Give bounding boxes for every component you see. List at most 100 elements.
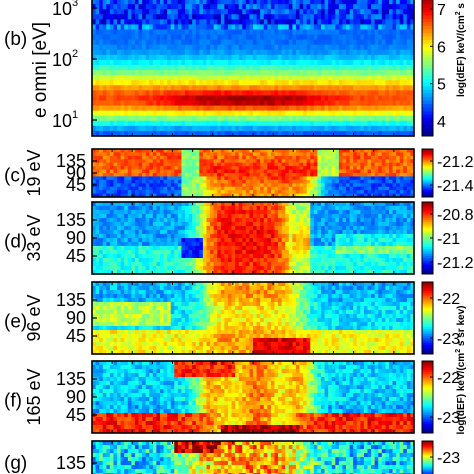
heatmap-cell xyxy=(406,242,411,247)
heatmap-cell xyxy=(367,115,372,122)
heatmap-cell xyxy=(267,9,272,15)
heatmap-cell xyxy=(324,54,329,61)
heatmap-cell xyxy=(353,183,358,188)
heatmap-cell xyxy=(363,218,368,223)
heatmap-cell xyxy=(381,166,386,170)
heatmap-cell xyxy=(392,59,397,66)
heatmap-cell xyxy=(381,115,386,122)
heatmap-cell xyxy=(371,242,376,247)
heatmap-cell xyxy=(303,130,308,137)
heatmap-cell xyxy=(210,202,215,207)
heatmap-cell xyxy=(363,19,368,25)
heatmap-cell xyxy=(285,155,290,160)
heatmap-cell xyxy=(92,19,96,25)
heatmap-cell xyxy=(227,179,232,184)
heatmap-cell xyxy=(220,186,225,191)
heatmap-cell xyxy=(174,65,179,71)
heatmap-cell xyxy=(306,80,311,86)
heatmap-cell xyxy=(181,246,186,251)
heatmap-cell xyxy=(227,218,232,223)
heatmap-cell xyxy=(371,186,376,191)
heatmap-cell xyxy=(388,70,393,76)
heatmap-cell xyxy=(202,90,207,96)
heatmap-cell xyxy=(99,226,104,231)
heatmap-cell xyxy=(231,75,236,81)
heatmap-cell xyxy=(346,95,350,101)
heatmap-cell xyxy=(156,39,161,46)
heatmap-cell xyxy=(238,120,243,127)
heatmap-cell xyxy=(231,110,236,117)
heatmap-cell xyxy=(238,24,243,30)
heatmap-cell xyxy=(145,65,150,71)
heatmap-cell xyxy=(299,80,304,86)
heatmap-cell xyxy=(310,193,315,198)
heatmap-cell xyxy=(295,19,300,25)
heatmap-cell xyxy=(288,90,293,96)
heatmap-cell xyxy=(138,54,143,61)
heatmap-cell xyxy=(263,222,268,227)
heatmap-cell xyxy=(274,0,279,5)
heatmap-cell xyxy=(131,54,136,61)
heatmap-cell xyxy=(396,222,401,227)
y-tick-label: 103 xyxy=(52,0,78,19)
heatmap-cell xyxy=(267,166,272,170)
heatmap-cell xyxy=(303,125,308,132)
heatmap-cell xyxy=(263,44,268,51)
heatmap-cell xyxy=(338,34,343,41)
heatmap-cell xyxy=(310,95,315,101)
heatmap-cell xyxy=(235,0,240,5)
heatmap-cell xyxy=(399,100,404,106)
heatmap-cell xyxy=(127,238,132,243)
heatmap-cell xyxy=(156,206,161,211)
heatmap-cell xyxy=(303,206,308,211)
heatmap-cell xyxy=(156,90,161,96)
heatmap-cell xyxy=(131,39,136,46)
heatmap-cell xyxy=(227,166,232,170)
heatmap-cell xyxy=(177,24,182,30)
heatmap-cell xyxy=(227,115,232,122)
colorbar-cell xyxy=(422,151,433,153)
y-tick-label: 135 xyxy=(56,151,86,171)
heatmap-cell xyxy=(274,90,279,96)
heatmap-cell xyxy=(256,230,261,235)
heatmap-cell xyxy=(313,218,318,223)
heatmap-cell xyxy=(231,24,236,30)
heatmap-cell xyxy=(235,214,240,219)
heatmap-cell xyxy=(217,95,222,101)
heatmap-cell xyxy=(310,49,315,56)
heatmap-cell xyxy=(270,179,275,184)
heatmap-cell xyxy=(192,176,197,181)
heatmap-cell xyxy=(406,0,411,5)
heatmap-cell xyxy=(249,222,254,227)
heatmap-cell xyxy=(324,155,329,160)
heatmap-cell xyxy=(206,186,211,191)
heatmap-cell xyxy=(188,0,193,5)
heatmap-cell xyxy=(253,234,257,239)
heatmap-cell xyxy=(167,159,172,164)
heatmap-cell xyxy=(195,19,200,25)
heatmap-cell xyxy=(270,234,275,239)
heatmap-cell xyxy=(310,115,315,122)
heatmap-cell xyxy=(360,100,365,106)
heatmap-cell xyxy=(371,162,376,167)
heatmap-cell xyxy=(381,176,386,181)
heatmap-cell xyxy=(138,125,143,132)
heatmap-cell xyxy=(335,115,340,122)
heatmap-cell xyxy=(106,80,111,86)
heatmap-cell xyxy=(274,95,279,101)
heatmap-cell xyxy=(167,173,172,177)
heatmap-cell xyxy=(156,173,161,177)
heatmap-cell xyxy=(374,226,379,231)
heatmap-cell xyxy=(331,4,336,10)
heatmap-cell xyxy=(263,159,268,164)
heatmap-cell xyxy=(396,169,401,174)
heatmap-cell xyxy=(381,226,386,231)
heatmap-cell xyxy=(199,218,204,223)
heatmap-cell xyxy=(102,85,107,91)
heatmap-cell xyxy=(131,222,136,227)
heatmap-cell xyxy=(317,65,322,71)
heatmap-cell xyxy=(278,149,283,153)
heatmap-cell xyxy=(106,115,111,122)
heatmap-cell xyxy=(227,206,232,211)
heatmap-cell xyxy=(260,152,265,157)
